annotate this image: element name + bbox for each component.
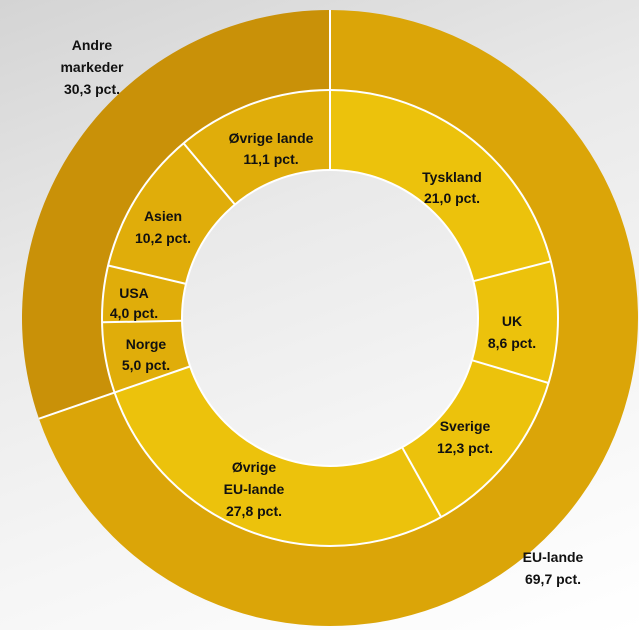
inner-separator [107,264,187,285]
label-asien: Asien 10,2 pct. [135,208,191,246]
slice-value-label: 4,0 pct. [110,305,158,321]
label-andre-markeder: Andre markeder 30,3 pct. [60,37,124,97]
inner-slice-oevrige-eu-lande [114,366,442,546]
label-uk: UK 8,6 pct. [488,313,536,351]
slice-name-label: UK [502,313,522,329]
inner-separator [102,319,183,324]
inner-slice-tyskland [330,90,551,282]
ring-border [181,169,479,467]
label-norge: Norge 5,0 pct. [122,336,170,373]
ring-border [101,89,559,547]
slice-name-label: markeder [60,59,124,75]
inner-slice-uk [471,261,559,383]
slice-name-label: Øvrige lande [229,130,314,146]
slice-name-label: Asien [144,208,182,224]
slice-separators [38,10,559,547]
slice-name-label: Norge [126,336,167,352]
inner-slice-sverige [402,360,549,518]
inner-slice-norge [102,320,191,393]
outer-slice-andre-markeder [21,10,330,419]
slice-name-label: Tyskland [422,169,482,185]
label-oevrige-eu-lande: Øvrige EU-lande 27,8 pct. [224,459,285,519]
label-sverige: Sverige 12,3 pct. [437,418,493,456]
label-usa: USA 4,0 pct. [110,285,158,321]
inner-separator [471,359,549,384]
slice-value-label: 12,3 pct. [437,440,493,456]
label-tyskland: Tyskland 21,0 pct. [422,169,482,206]
slice-name-label: Andre [72,37,113,53]
slice-name-label: USA [119,285,149,301]
slices [21,10,638,626]
slice-name-label: EU-lande [523,549,584,565]
slice-value-label: 21,0 pct. [424,190,480,206]
inner-separator [401,446,442,518]
slice-value-label: 69,7 pct. [525,571,581,587]
slice-name-label: Sverige [440,418,491,434]
slice-value-label: 8,6 pct. [488,335,536,351]
slice-value-label: 27,8 pct. [226,503,282,519]
slice-name-label: Øvrige [232,459,277,475]
outer-separator [38,391,115,420]
label-eu-lande: EU-lande 69,7 pct. [523,549,584,587]
inner-slice-asien [108,143,235,284]
slice-value-label: 10,2 pct. [135,230,191,246]
slice-value-label: 5,0 pct. [122,357,170,373]
inner-separator [182,142,236,206]
inner-separator [473,260,552,283]
slice-value-label: 30,3 pct. [64,81,120,97]
slice-value-label: 11,1 pct. [243,151,298,167]
slice-labels: EU-lande 69,7 pct. Andre markeder 30,3 pct. T… [60,37,583,587]
inner-separator [114,365,191,394]
slice-name-label: EU-lande [224,481,285,497]
label-oevrige-lande: Øvrige lande 11,1 pct. [229,130,314,167]
